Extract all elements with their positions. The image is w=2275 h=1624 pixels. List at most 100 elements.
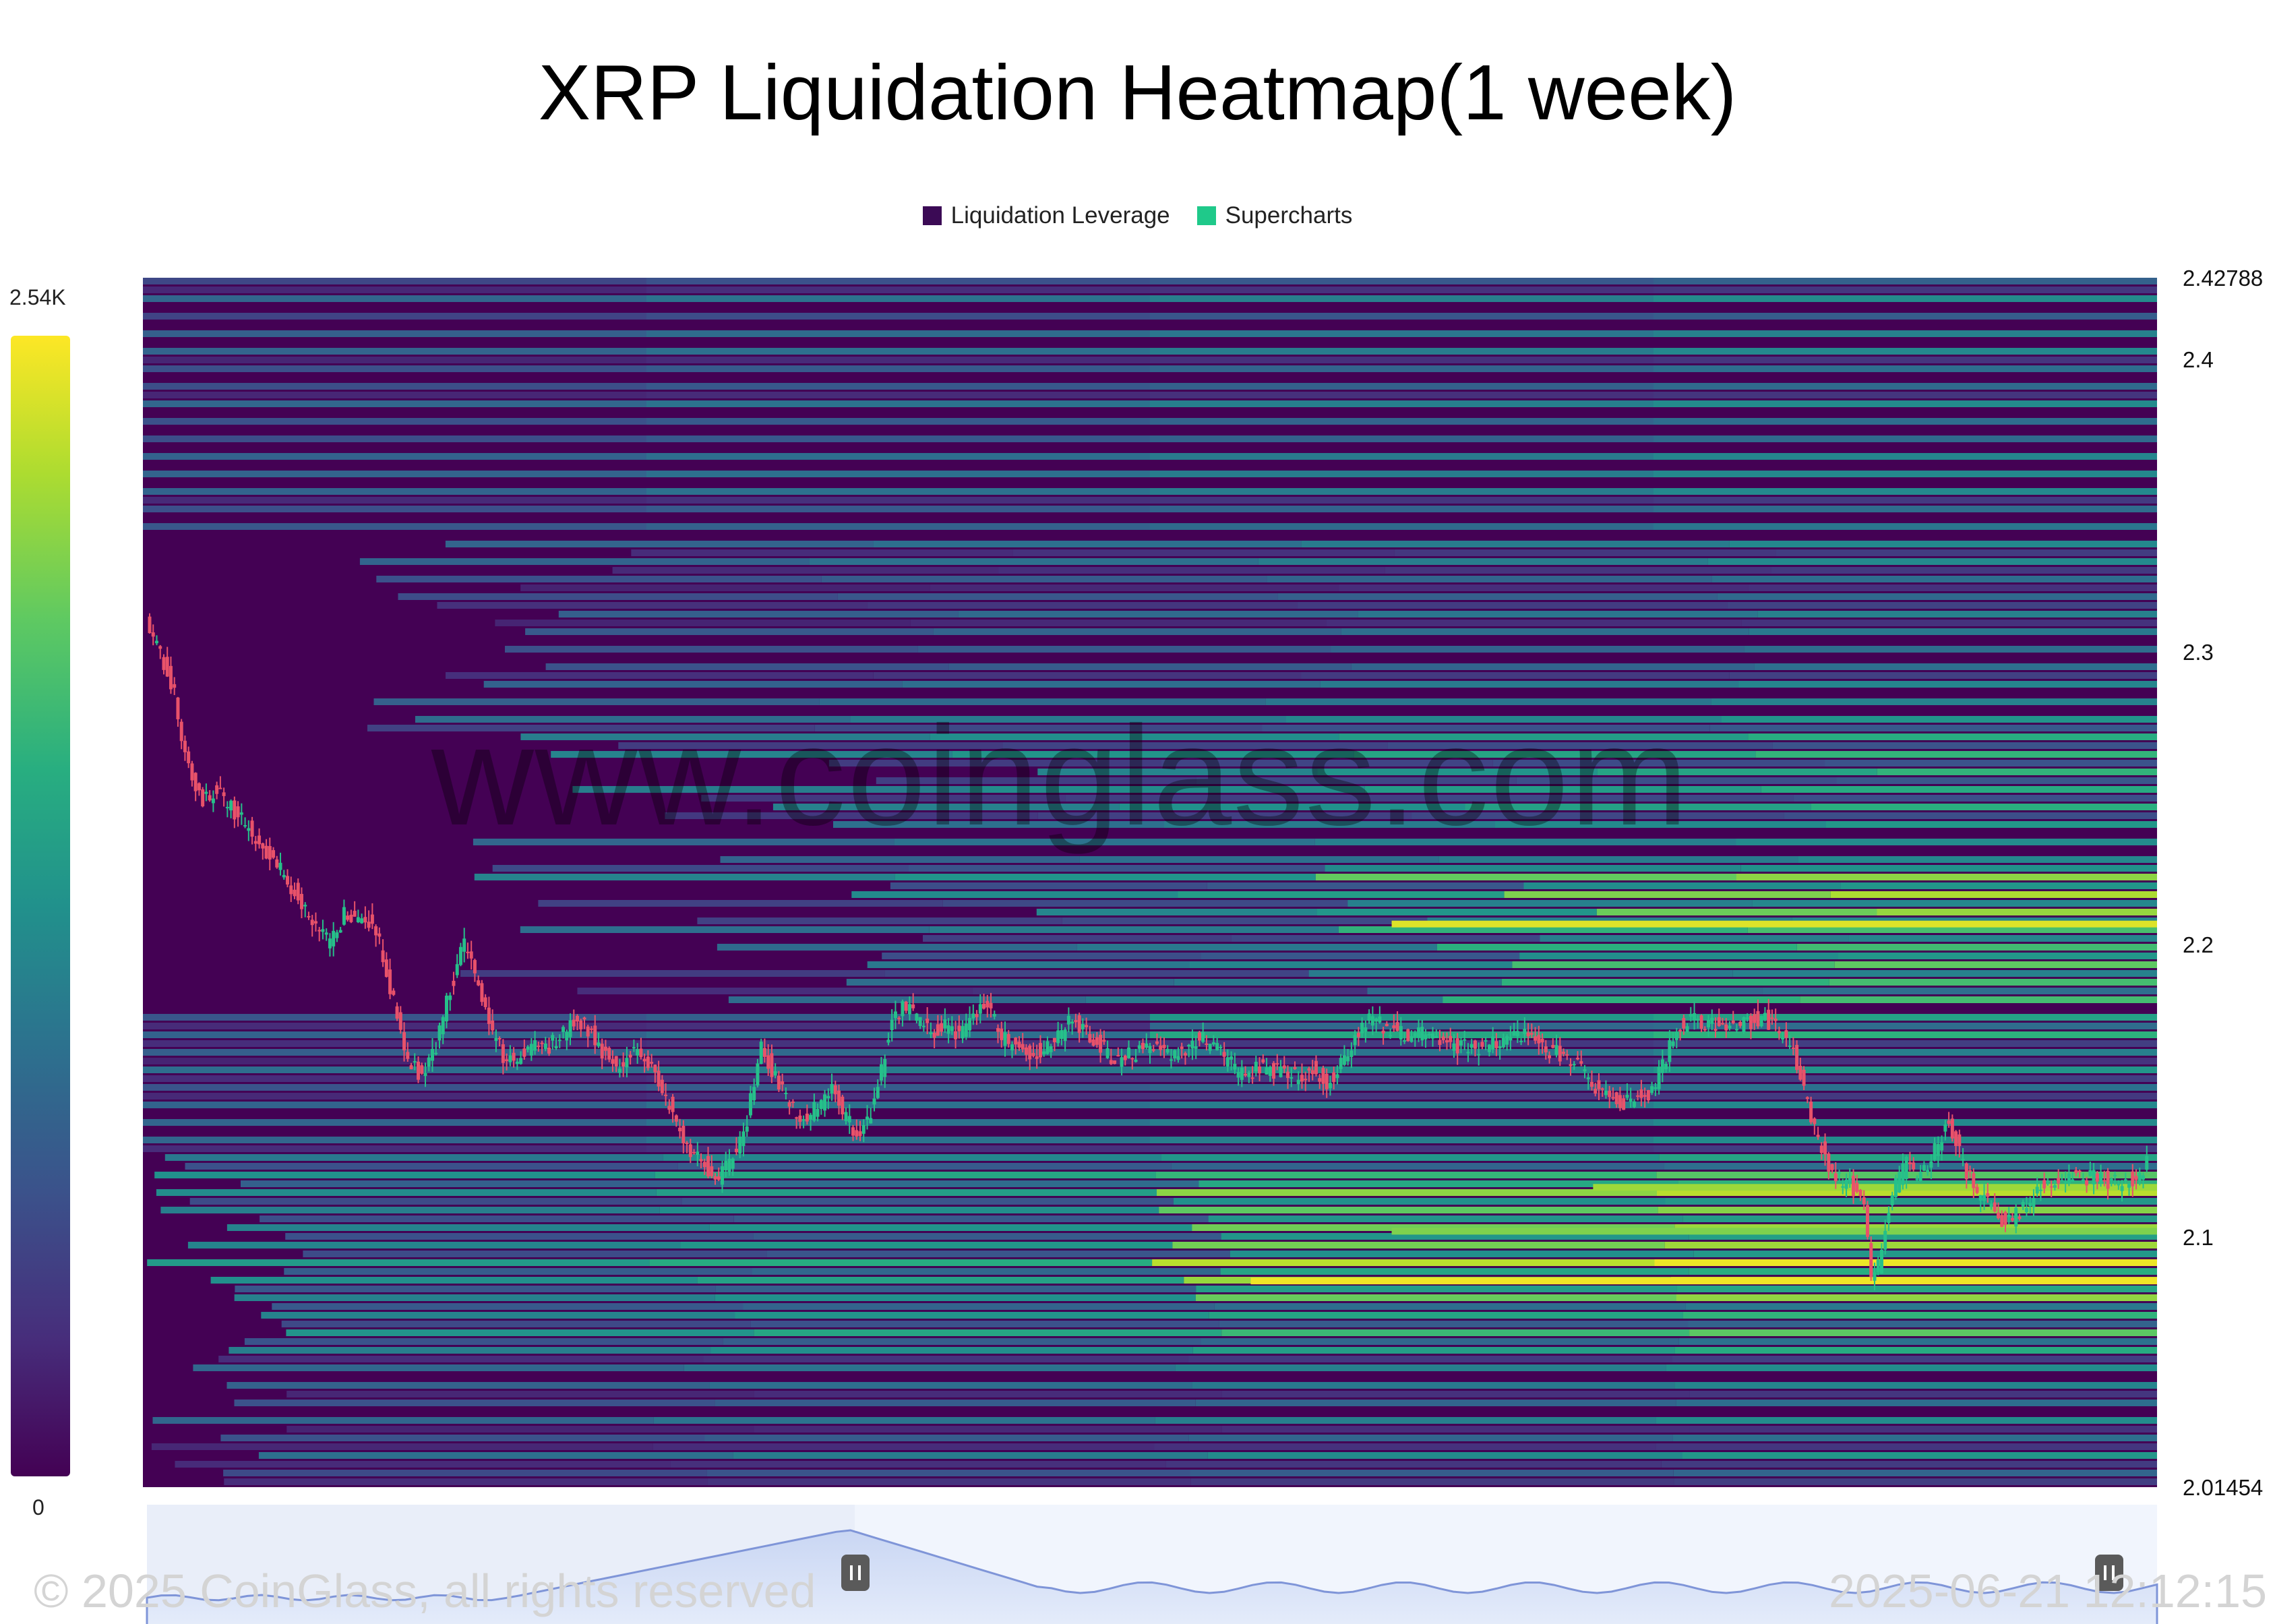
candle-body [1802, 1069, 1806, 1086]
heatmap-band [1165, 1461, 1662, 1468]
candle-body [2010, 1217, 2014, 1221]
candle-body [2131, 1171, 2135, 1186]
candle-body [158, 646, 162, 649]
candle-body [1088, 1033, 1092, 1043]
candle-body [1898, 1172, 1902, 1193]
candle-body [1438, 1040, 1442, 1046]
candle-body [190, 763, 194, 781]
heatmap-band [495, 620, 911, 626]
heatmap-band [1155, 1417, 1656, 1424]
navigator-right-handle[interactable] [2095, 1555, 2123, 1591]
range-navigator[interactable] [146, 1505, 2158, 1624]
legend-item-supercharts[interactable]: Supercharts [1196, 202, 1352, 229]
candle-body [282, 874, 286, 878]
heatmap-band [1654, 488, 2157, 495]
heatmap-band [445, 541, 874, 547]
heatmap-band [1666, 1364, 2157, 1371]
candle-body [321, 929, 325, 932]
candle-body [1731, 1020, 1735, 1023]
candle-body [1300, 1075, 1304, 1082]
legend-item-liquidation-leverage[interactable]: Liquidation Leverage [922, 202, 1170, 229]
candle-body [971, 1013, 975, 1019]
heatmap-band [1654, 1259, 2157, 1266]
candle-body [2145, 1155, 2149, 1170]
candle-body [2117, 1184, 2121, 1186]
heatmap-band [766, 1251, 1230, 1257]
heatmap-band [1748, 584, 2157, 591]
candle-body [565, 1031, 569, 1041]
candle-body [1225, 1057, 1230, 1066]
heatmap-band [143, 523, 646, 530]
candle-body [1908, 1162, 1912, 1164]
candle-body [833, 1085, 837, 1095]
y-tick-label: 2.1 [2183, 1225, 2214, 1250]
candle-body [1056, 1030, 1060, 1044]
candle-body [1399, 1026, 1403, 1040]
candle-body [497, 1038, 502, 1040]
heatmap-band [1693, 1251, 2157, 1257]
candle-body [982, 1003, 986, 1009]
candle-body [688, 1144, 692, 1157]
candle-body [858, 1131, 862, 1137]
candle-body [1296, 1079, 1300, 1085]
y-tick-label: 2.3 [2183, 640, 2214, 665]
candle-body [1060, 1030, 1064, 1040]
candle-body [572, 1019, 576, 1027]
candle-body [236, 806, 240, 818]
candle-body [586, 1026, 590, 1037]
candle-body [1469, 1044, 1474, 1048]
heatmap-band [1207, 882, 1524, 889]
candle-body [1003, 1032, 1007, 1046]
candle-body [1342, 1055, 1346, 1065]
candle-body [1219, 1046, 1223, 1048]
heatmap-band [1150, 313, 1654, 320]
candle-body [1813, 1118, 1817, 1124]
candle-body [243, 825, 247, 827]
heatmap-band [1729, 672, 2157, 679]
heatmap-band [646, 357, 1150, 363]
candle-body [533, 1040, 537, 1051]
heatmap-band [152, 1417, 654, 1424]
candle-body [812, 1102, 816, 1121]
heatmap-band [244, 1338, 723, 1345]
candle-body [926, 1019, 930, 1023]
candle-body [932, 1032, 936, 1038]
heatmap-hot-band [1391, 1228, 2157, 1235]
candle-body [1926, 1170, 1930, 1172]
heatmap-band [1152, 1259, 1655, 1266]
heatmap-band [930, 733, 1339, 740]
heatmap-band [657, 1189, 1157, 1196]
candle-body [173, 684, 177, 688]
navigator-left-handle[interactable] [841, 1555, 870, 1591]
candle-body [1261, 1059, 1265, 1063]
candle-body [1501, 1037, 1505, 1048]
candle-body [257, 835, 262, 845]
candle-body [1215, 1043, 1219, 1050]
heatmap-band [446, 672, 874, 679]
candle-body [1236, 1071, 1240, 1078]
heatmap-band [473, 839, 894, 845]
candle-body [324, 932, 328, 935]
heatmap-band [646, 1093, 1150, 1100]
heatmap-band [143, 497, 646, 504]
heatmap-band [143, 295, 646, 302]
heatmap-band [151, 1443, 653, 1450]
heatmap-band [917, 646, 1331, 653]
candle-body [1579, 1061, 1583, 1064]
candle-body [1085, 1025, 1089, 1027]
heatmap-band [1262, 725, 1710, 731]
candle-body [1240, 1067, 1244, 1080]
candle-body [1130, 1058, 1134, 1060]
candle-body [1201, 1032, 1205, 1042]
candle-body [151, 632, 155, 637]
candle-body [1756, 1011, 1760, 1027]
candle-body [678, 1127, 682, 1132]
heatmap-band [1429, 795, 1793, 802]
heatmap-band [143, 365, 646, 372]
candle-body [1710, 1017, 1714, 1024]
candle-body [1091, 1039, 1095, 1046]
heatmap-band [1150, 453, 1654, 460]
candle-body [395, 1006, 399, 1019]
candle-body [1052, 1037, 1056, 1043]
